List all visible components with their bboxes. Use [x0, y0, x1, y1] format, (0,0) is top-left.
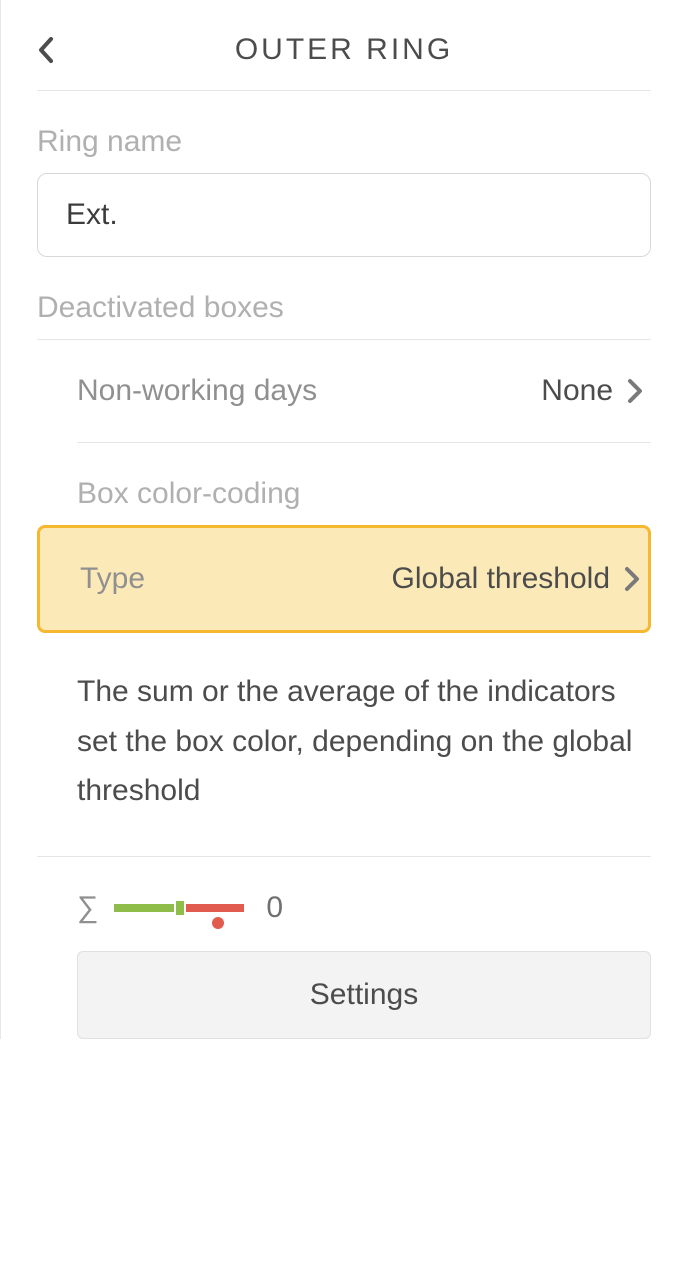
header: OUTER RING — [37, 36, 651, 91]
non-working-days-label: Non-working days — [77, 374, 317, 408]
type-label: Type — [80, 562, 145, 596]
type-value: Global threshold — [392, 562, 610, 596]
chevron-left-icon — [37, 36, 55, 64]
non-working-days-value: None — [541, 374, 613, 408]
slider-green-segment — [114, 904, 174, 912]
sigma-icon: ∑ — [77, 891, 98, 925]
ring-name-label: Ring name — [37, 125, 651, 159]
color-coding-section-label: Box color-coding — [77, 477, 651, 511]
type-row[interactable]: Type Global threshold — [37, 525, 651, 633]
threshold-preview: ∑ 0 — [77, 891, 651, 925]
deactivated-section-label: Deactivated boxes — [37, 291, 651, 325]
chevron-right-icon — [624, 566, 640, 592]
page-title: OUTER RING — [37, 33, 651, 67]
threshold-slider[interactable] — [114, 901, 244, 915]
non-working-days-row[interactable]: Non-working days None — [77, 340, 651, 443]
slider-marker-icon — [212, 917, 224, 929]
settings-button[interactable]: Settings — [77, 951, 651, 1039]
back-button[interactable] — [37, 36, 55, 64]
slider-handle — [176, 901, 184, 915]
ring-name-input[interactable] — [37, 173, 651, 257]
chevron-right-icon — [627, 378, 643, 404]
type-description: The sum or the average of the indicators… — [77, 667, 651, 816]
threshold-value: 0 — [266, 891, 283, 925]
slider-red-segment — [186, 904, 244, 912]
